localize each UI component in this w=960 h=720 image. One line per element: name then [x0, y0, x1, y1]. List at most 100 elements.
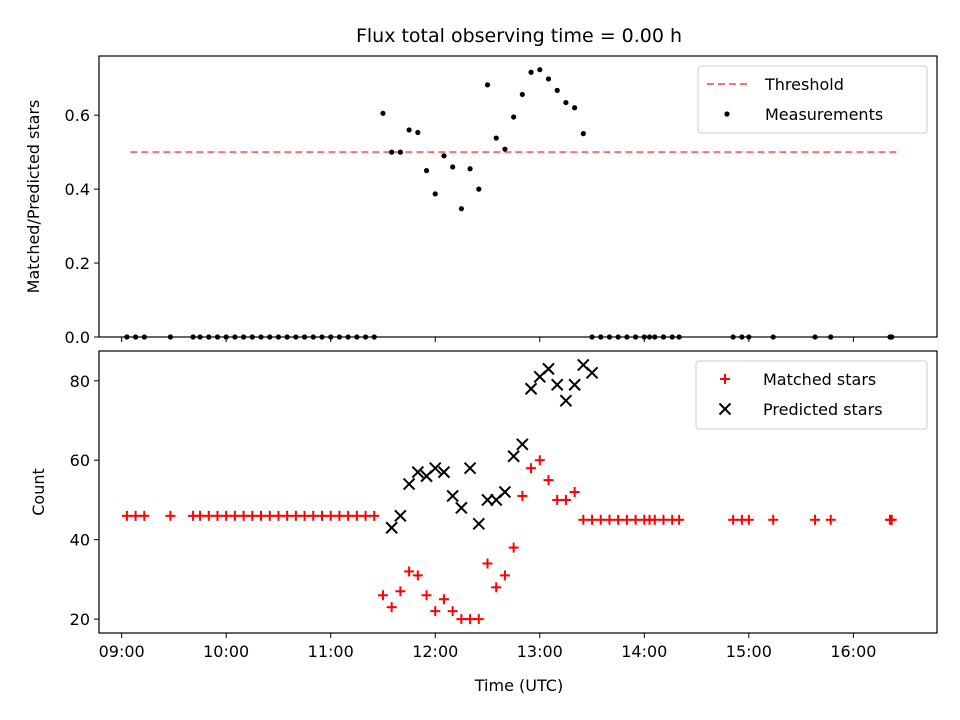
y-tick-label: 0.0 — [65, 328, 90, 347]
data-point — [325, 510, 336, 521]
data-point — [493, 135, 499, 141]
data-point — [429, 461, 442, 475]
x-tick-label: 13:00 — [517, 642, 563, 661]
data-point — [595, 514, 606, 525]
legend-label: Predicted stars — [763, 400, 883, 419]
data-point — [282, 510, 293, 521]
data-point — [560, 494, 571, 505]
data-point — [812, 334, 818, 340]
data-point — [743, 514, 754, 525]
data-point — [267, 334, 273, 340]
data-point — [412, 570, 423, 581]
legend: Matched stars Predicted stars — [695, 360, 928, 430]
data-point — [197, 334, 203, 340]
data-point — [455, 501, 468, 515]
data-point — [386, 602, 397, 613]
data-point — [587, 514, 598, 525]
data-point — [450, 164, 456, 170]
data-point — [545, 76, 552, 82]
data-point — [328, 334, 334, 340]
data-point — [519, 91, 525, 98]
data-point — [229, 510, 240, 521]
data-point — [615, 334, 621, 340]
data-point — [728, 514, 739, 525]
legend: Threshold Measurements — [697, 65, 928, 134]
data-point — [463, 461, 477, 475]
y-axis-label: Count — [29, 468, 48, 516]
x-tick-label: 11:00 — [308, 642, 354, 661]
data-point — [770, 334, 776, 340]
data-point — [676, 334, 682, 340]
data-point — [206, 334, 212, 340]
data-point — [232, 334, 238, 340]
chart-title: Flux total observing time = 0.00 h — [356, 25, 682, 47]
data-point — [499, 570, 510, 581]
data-point — [124, 334, 130, 340]
data-point — [362, 334, 369, 340]
data-point — [394, 509, 407, 523]
plot-frame — [98, 55, 938, 338]
legend-box — [695, 360, 928, 430]
x-tick-label: 16:00 — [830, 642, 876, 661]
data-point — [472, 517, 486, 530]
x-tick-label: 10:00 — [203, 642, 249, 661]
data-point — [354, 334, 360, 340]
data-point — [569, 487, 580, 497]
x-axis-label: Time (UTC) — [474, 676, 563, 695]
legend-label: Matched stars — [763, 370, 876, 389]
data-point — [482, 558, 493, 569]
data-point — [641, 334, 647, 340]
data-point — [447, 606, 458, 617]
data-point — [559, 394, 573, 407]
data-point — [491, 582, 502, 593]
y-tick-label: 40 — [70, 531, 90, 550]
data-point — [589, 334, 595, 340]
data-point — [473, 614, 484, 625]
data-point — [585, 366, 599, 380]
data-point — [542, 362, 555, 376]
legend-label: Measurements — [765, 105, 883, 124]
data-point — [507, 450, 520, 463]
data-point — [739, 334, 745, 340]
data-point — [825, 514, 836, 525]
data-point — [502, 146, 508, 152]
data-point — [360, 510, 371, 521]
data-point — [534, 455, 545, 466]
y-tick-label: 0.4 — [65, 180, 90, 199]
data-point — [343, 510, 354, 521]
data-point — [334, 510, 345, 521]
data-point — [498, 485, 512, 499]
data-point — [554, 87, 560, 93]
data-point — [139, 510, 150, 521]
data-point — [437, 465, 451, 479]
data-point — [256, 510, 267, 521]
data-point — [768, 514, 779, 525]
data-point — [484, 82, 491, 88]
data-point — [203, 510, 214, 521]
data-point — [301, 334, 308, 340]
data-point — [528, 69, 534, 75]
data-point — [190, 334, 196, 340]
data-point — [395, 586, 406, 597]
data-point — [526, 463, 537, 474]
data-point — [458, 206, 464, 212]
data-point — [121, 510, 132, 521]
data-point — [284, 334, 290, 340]
x-tick-label: 09:00 — [99, 642, 145, 661]
data-point — [397, 149, 404, 155]
data-point — [886, 514, 897, 525]
data-point — [423, 168, 430, 174]
data-point — [411, 465, 425, 479]
data-point — [299, 510, 310, 521]
data-point — [214, 334, 221, 340]
legend-label: Threshold — [764, 75, 844, 94]
data-point — [317, 510, 328, 521]
x-tick-label: 12:00 — [412, 642, 458, 661]
data-point — [828, 334, 834, 340]
data-point — [406, 127, 412, 133]
data-point — [465, 614, 476, 625]
data-point — [624, 334, 630, 340]
data-point — [511, 114, 517, 120]
data-point — [516, 438, 529, 451]
